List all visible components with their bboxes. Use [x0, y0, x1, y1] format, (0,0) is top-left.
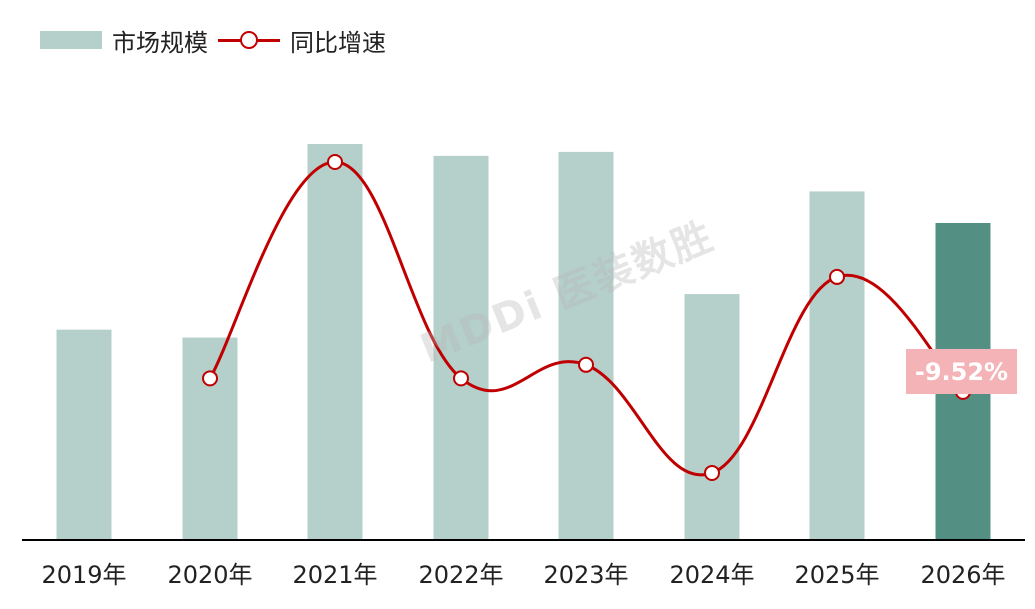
bar-2022年	[433, 155, 489, 539]
x-tick-label: 2026年	[920, 561, 1005, 589]
x-tick-label: 2024年	[669, 561, 754, 589]
line-point-2022年	[453, 370, 469, 387]
legend-line-label: 同比增速	[290, 28, 386, 57]
x-tick-label: 2021年	[292, 561, 377, 589]
legend-bar-swatch	[40, 31, 102, 49]
bar-series	[56, 144, 991, 539]
line-point-2021年	[327, 154, 343, 170]
bar-2025年	[809, 191, 865, 539]
line-point-2020年	[202, 370, 218, 387]
bar-2023年	[558, 151, 614, 539]
legend: 市场规模 同比增速	[40, 22, 396, 58]
x-tick-label: 2023年	[543, 561, 628, 589]
bar-2021年	[307, 144, 363, 539]
x-tick-labels: 2019年 2020年 2021年 2022年 2023年 2024年 2025年 2026年	[41, 561, 1005, 589]
bar-2019年	[56, 329, 112, 539]
legend-bar-label: 市场规模	[112, 28, 208, 57]
line-point-2024年	[704, 464, 720, 481]
x-tick-label: 2022年	[418, 561, 503, 589]
bar-2024年	[684, 294, 740, 539]
bar-2020年	[182, 337, 238, 539]
x-tick-label: 2019年	[41, 561, 126, 589]
x-tick-label: 2020年	[167, 561, 252, 589]
x-tick-label: 2025年	[794, 561, 879, 589]
annotation-callout: -9.52%	[906, 349, 1017, 394]
line-point-2025年	[829, 268, 845, 285]
growth-line-series	[202, 154, 971, 481]
legend-line-marker	[218, 31, 280, 49]
line-point-2023年	[578, 356, 594, 373]
